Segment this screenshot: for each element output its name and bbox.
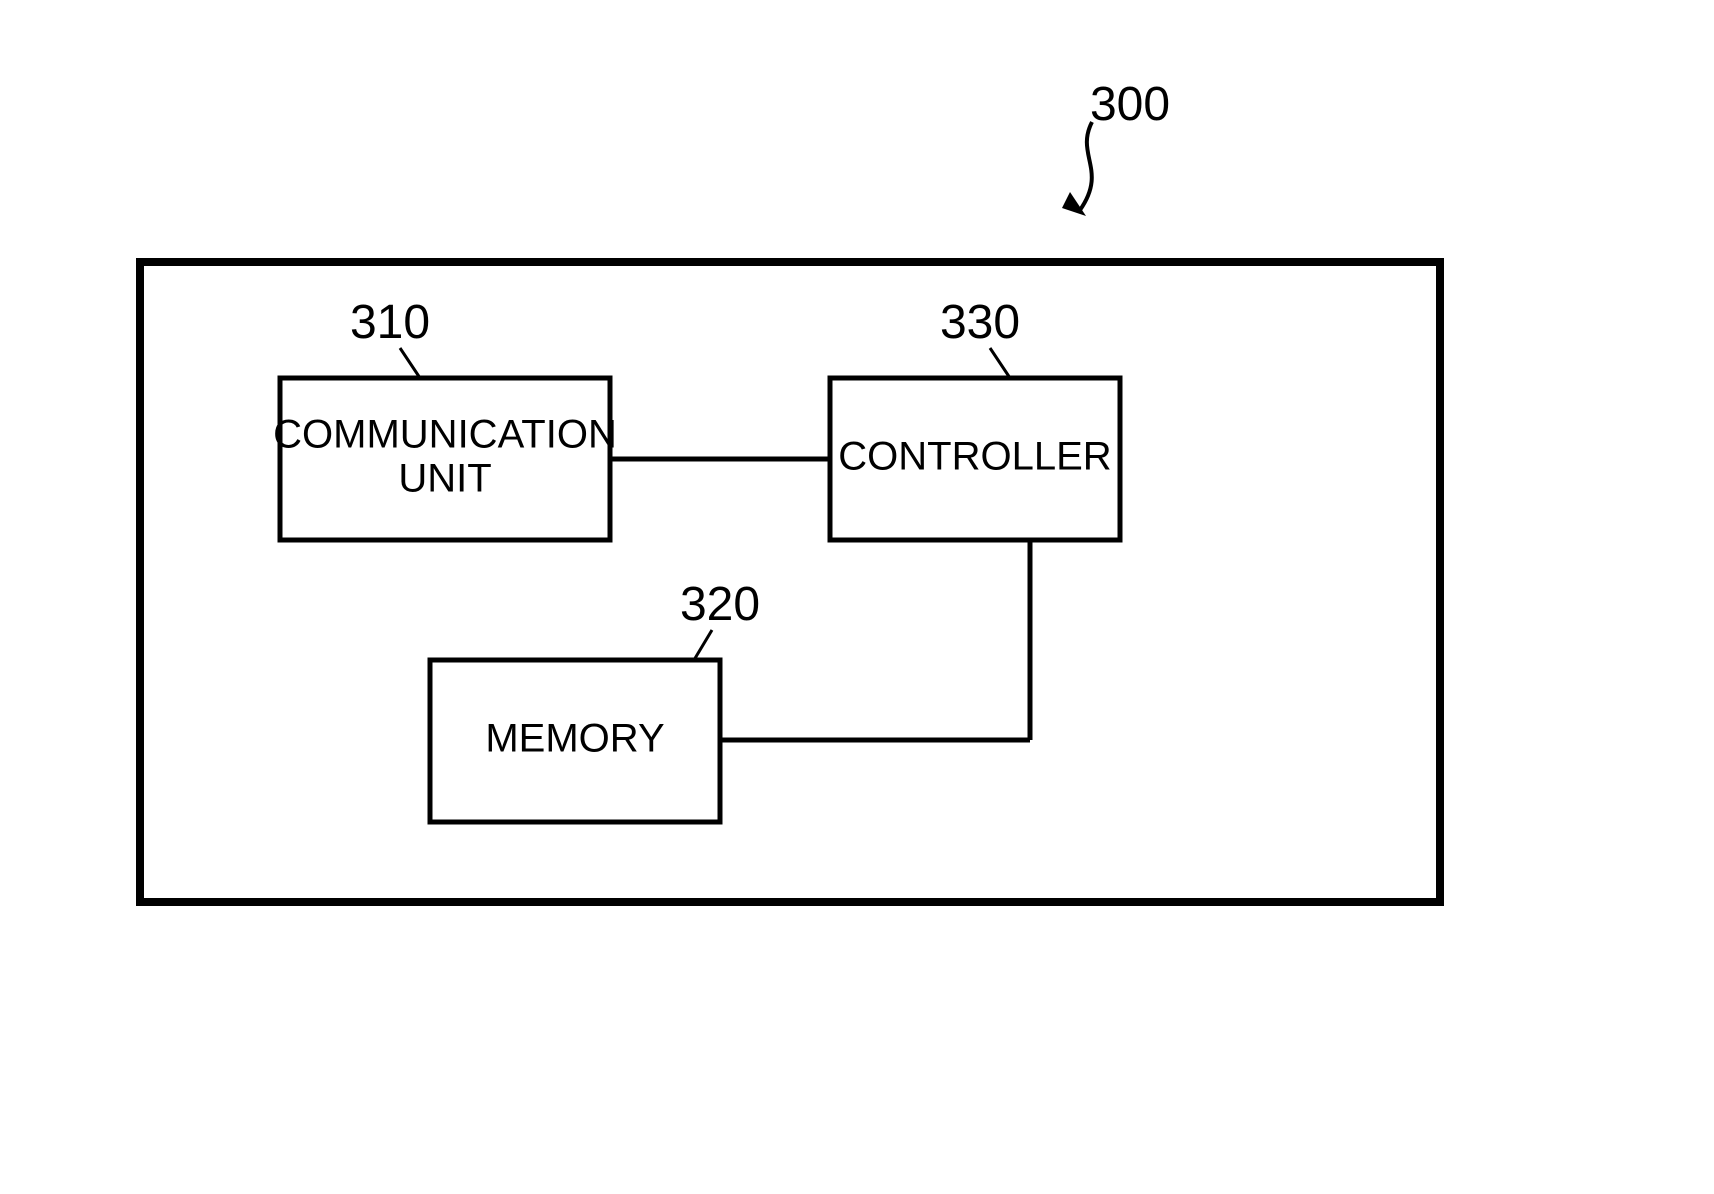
block-comm-label-line1: COMMUNICATION xyxy=(273,413,617,457)
block-comm-label-line2: UNIT xyxy=(398,457,491,501)
block-ctrl-leader xyxy=(990,348,1010,378)
block-mem-ref: 320 xyxy=(680,578,760,631)
container-box xyxy=(140,262,1440,902)
block-comm: COMMUNICATIONUNIT 310 xyxy=(273,296,617,540)
block-ctrl: CONTROLLER 330 xyxy=(830,296,1120,540)
block-mem: MEMORY 320 xyxy=(430,578,760,822)
block-ctrl-ref: 330 xyxy=(940,296,1020,349)
diagram-ref: 300 xyxy=(1090,78,1170,131)
diagram-ref-leader xyxy=(1080,122,1092,210)
block-comm-ref: 310 xyxy=(350,296,430,349)
block-mem-leader xyxy=(694,630,712,660)
block-ctrl-label: CONTROLLER xyxy=(838,435,1111,479)
block-mem-label: MEMORY xyxy=(485,717,664,761)
block-comm-leader xyxy=(400,348,420,378)
